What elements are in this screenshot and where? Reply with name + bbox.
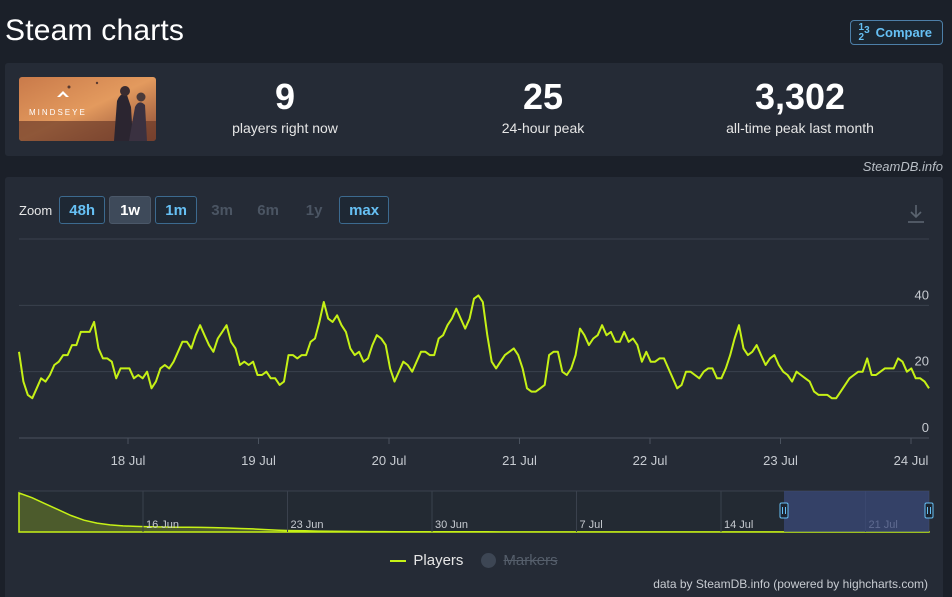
navigator-tick-label: 14 Jul xyxy=(724,519,753,531)
players-chart[interactable]: 0 20 40 18 Jul 19 Jul 20 Jul 21 Jul 22 Jul 23 J… xyxy=(5,177,943,597)
legend-dot-icon xyxy=(481,553,497,568)
stat-current-players: 9 players right now xyxy=(185,76,385,137)
x-tick-label: 24 Jul xyxy=(894,453,929,468)
legend-label: Players xyxy=(413,552,464,569)
x-axis-ticks: 18 Jul 19 Jul 20 Jul 21 Jul 22 Jul 23 Jul 24 J… xyxy=(111,438,929,468)
legend-item-markers[interactable]: Markers xyxy=(481,552,558,569)
x-tick-label: 22 Jul xyxy=(633,453,668,468)
navigator-tick-label: 7 Jul xyxy=(580,519,603,531)
x-tick-label: 21 Jul xyxy=(502,453,537,468)
x-tick-label: 20 Jul xyxy=(372,453,407,468)
game-art-image xyxy=(19,77,156,141)
download-icon[interactable] xyxy=(907,204,925,224)
stat-value: 9 xyxy=(274,76,296,117)
legend-label: Markers xyxy=(503,552,558,569)
navigator-tick-label: 23 Jun xyxy=(291,519,324,531)
navigator-selected-range[interactable] xyxy=(784,491,929,532)
zoom-button-1m[interactable]: 1m xyxy=(155,196,198,224)
y-tick-label: 20 xyxy=(915,354,929,369)
navigator-right-handle[interactable] xyxy=(924,502,934,519)
fraction-icon-side: 3 xyxy=(864,25,870,36)
stat-all-time-peak: 3,302 all-time peak last month xyxy=(695,76,905,137)
x-tick-label: 23 Jul xyxy=(763,453,798,468)
stat-label: 24-hour peak xyxy=(501,120,585,136)
x-tick-label: 18 Jul xyxy=(111,453,146,468)
chart-credits[interactable]: data by SteamDB.info (powered by highcha… xyxy=(653,577,928,591)
stat-value: 3,302 xyxy=(754,76,846,117)
x-tick-label: 19 Jul xyxy=(241,453,276,468)
navigator-tick-label: 16 Jun xyxy=(146,519,179,531)
y-axis-ticks: 0 20 40 xyxy=(915,287,929,435)
chart-legend: Players Markers xyxy=(5,552,943,569)
navigator-tick-label: 30 Jun xyxy=(435,519,468,531)
y-tick-label: 40 xyxy=(915,287,929,302)
steamdb-attribution[interactable]: SteamDB.info xyxy=(862,159,943,174)
zoom-controls: Zoom 48h 1w 1m 3m 6m 1y max xyxy=(19,196,390,224)
zoom-button-1w[interactable]: 1w xyxy=(109,196,152,224)
zoom-button-48h[interactable]: 48h xyxy=(59,196,106,224)
game-logo-text: MINDSEYE xyxy=(29,108,87,117)
stat-label: players right now xyxy=(232,120,338,136)
page-title: Steam charts xyxy=(5,14,185,47)
stat-value: 25 xyxy=(522,76,564,117)
zoom-button-1y: 1y xyxy=(305,201,323,219)
zoom-button-3m: 3m xyxy=(211,201,233,219)
navigator-left-handle[interactable] xyxy=(779,502,789,519)
grid-lines xyxy=(19,238,929,439)
legend-item-players[interactable]: Players xyxy=(390,552,463,569)
stat-24h-peak: 25 24-hour peak xyxy=(443,76,643,137)
zoom-button-6m: 6m xyxy=(257,201,279,219)
chart-panel: 0 20 40 18 Jul 19 Jul 20 Jul 21 Jul 22 Jul 23 J… xyxy=(5,177,943,597)
y-tick-label: 0 xyxy=(922,420,929,435)
legend-line-icon xyxy=(390,559,407,562)
game-thumbnail[interactable]: MINDSEYE xyxy=(19,77,156,141)
stats-panel: MINDSEYE 9 players right now 25 24-hour … xyxy=(5,63,943,156)
series-line-players[interactable] xyxy=(18,294,930,400)
zoom-button-max[interactable]: max xyxy=(339,196,390,224)
zoom-label: Zoom xyxy=(19,202,53,218)
compare-label: Compare xyxy=(875,25,932,40)
stat-label: all-time peak last month xyxy=(726,120,874,136)
